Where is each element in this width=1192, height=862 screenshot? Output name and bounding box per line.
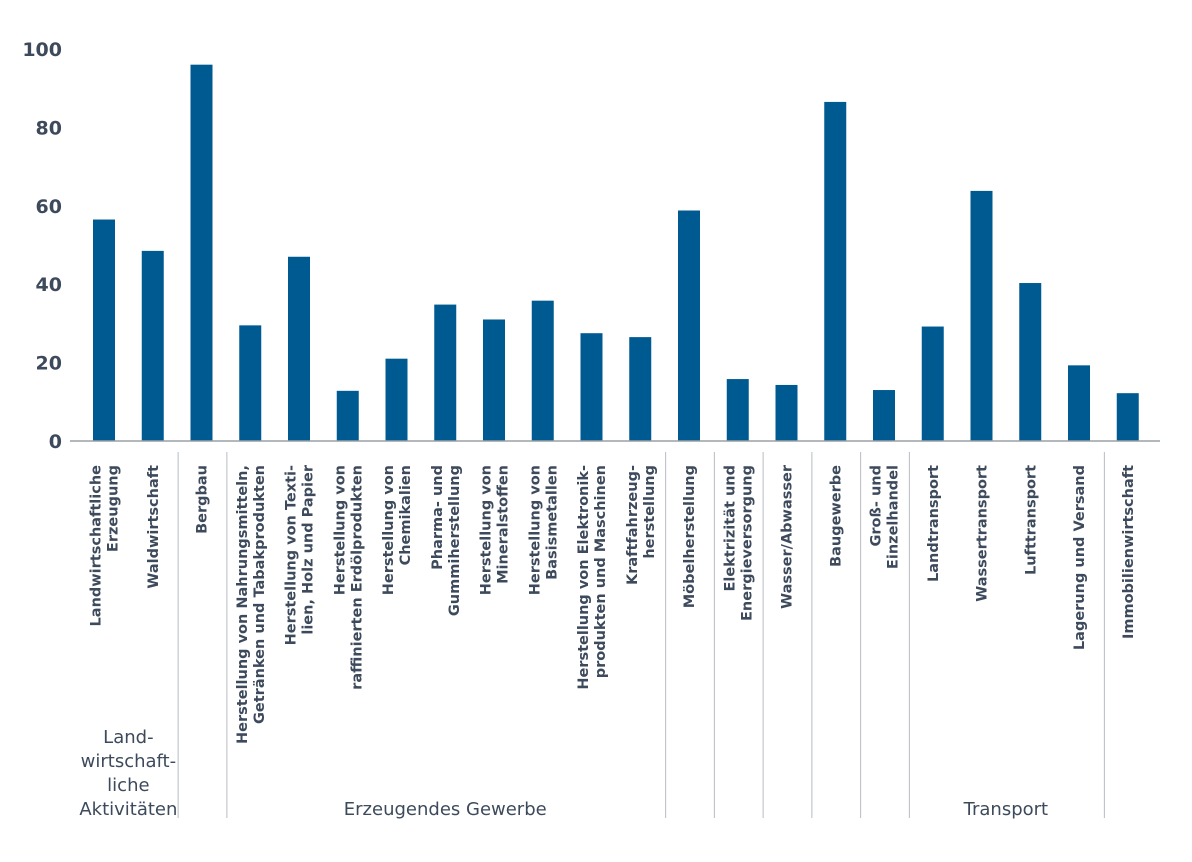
category-label: Einzelhandel (886, 465, 902, 569)
category-label: Baugewerbe (828, 465, 844, 567)
category-label: Landwirtschaftliche (89, 465, 105, 627)
group-label: Land- (103, 727, 153, 748)
bar (678, 210, 700, 441)
category-label: Lufttransport (1023, 465, 1039, 575)
bar (483, 319, 505, 441)
category-label: Herstellung von Elektronik- (576, 465, 592, 690)
group-separators (177, 452, 1105, 818)
y-tick-label: 40 (36, 274, 62, 296)
category-label: Herstellung von (527, 465, 543, 595)
group-label: Erzeugendes Gewerbe (344, 799, 547, 820)
category-label: Herstellung von (332, 465, 348, 595)
bar (629, 337, 652, 441)
bar (531, 300, 554, 441)
category-label: Energieversorgung (739, 465, 755, 621)
bar (336, 390, 359, 441)
bar (141, 250, 164, 441)
y-tick-label: 60 (36, 196, 62, 218)
category-label: Bergbau (195, 465, 211, 534)
bar (921, 326, 944, 441)
category-label: Groß- und (869, 465, 885, 547)
y-tick-label: 100 (22, 39, 62, 61)
category-label: Lagerung und Versand (1072, 465, 1088, 650)
category-label: herstellung (642, 465, 658, 559)
y-tick-label: 80 (36, 117, 62, 139)
bar (288, 256, 310, 441)
y-tick-label: 0 (49, 431, 62, 453)
bar (239, 325, 262, 441)
group-label: wirtschaft- (81, 751, 176, 772)
bar (970, 190, 993, 441)
group-label: Transport (963, 799, 1048, 820)
bar (775, 384, 798, 441)
category-label: produkten und Maschinen (593, 465, 609, 678)
bar (385, 358, 408, 441)
category-label: Immobilienwirtschaft (1121, 465, 1137, 639)
category-label: Möbelherstellung (682, 465, 698, 608)
category-label: Wassertransport (975, 465, 991, 602)
category-label: Erzeugung (106, 465, 122, 552)
group-labels: Land-wirtschaft-liche Aktivitäten Erzeugen… (79, 727, 1048, 820)
bar (93, 219, 115, 441)
category-label: Pharma- und (430, 465, 446, 570)
category-label: Mineralstoffen (496, 465, 512, 584)
category-label: Gummiherstellung (447, 465, 463, 616)
category-label: raffinierten Erdölprodukten (349, 465, 365, 690)
category-label: Chemikalien (398, 465, 414, 565)
bar (1068, 365, 1090, 441)
category-label: Getränken und Tabakprodukten (252, 465, 268, 724)
bar (190, 64, 213, 442)
bar (726, 379, 749, 441)
category-label: Basismetallen (544, 465, 560, 580)
group-label: liche (107, 775, 149, 796)
bar (873, 390, 895, 441)
bars (93, 64, 1139, 442)
category-label: lien, Holz und Papier (301, 464, 317, 634)
y-tick-label: 20 (36, 353, 62, 375)
category-label: Landtransport (926, 465, 942, 582)
bar (1019, 283, 1042, 441)
bar (824, 101, 847, 442)
category-label: Elektrizität und (722, 465, 738, 592)
category-label: Waldwirtschaft (146, 465, 162, 589)
category-label: Kraftfahrzeug- (625, 465, 641, 585)
bar (1116, 393, 1139, 441)
category-label: Herstellung von Texti- (284, 465, 300, 645)
category-labels: Landwirtschaftliche Erzeugung Waldwirtscha… (89, 464, 1137, 744)
category-label: Herstellung von Nahrungsmitteln, (235, 465, 251, 744)
bar (580, 333, 603, 441)
bar (434, 304, 457, 441)
category-label: Wasser/Abwasser (780, 464, 796, 609)
group-label: Aktivitäten (79, 799, 177, 820)
category-label: Herstellung von (381, 465, 397, 595)
y-axis-ticks: 0 20 40 60 80 100 (22, 39, 62, 453)
category-label: Herstellung von (479, 465, 495, 595)
